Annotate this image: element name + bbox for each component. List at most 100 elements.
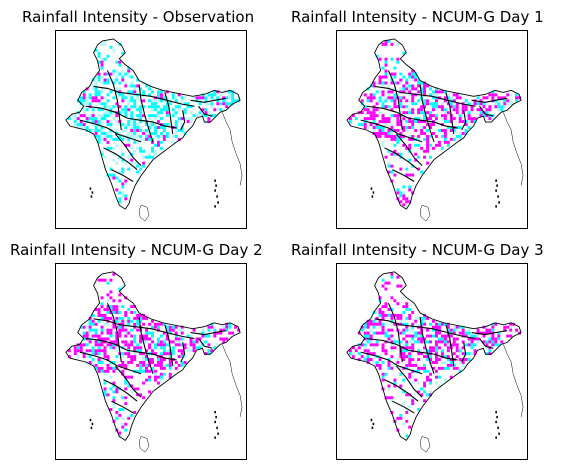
rainfall-cell [399, 200, 403, 204]
rainfall-cell [139, 334, 143, 338]
rainfall-cell [148, 126, 151, 130]
rainfall-cell [115, 137, 119, 141]
state-boundary [198, 338, 213, 349]
rainfall-cell [174, 340, 178, 344]
rainfall-cell [112, 111, 116, 115]
rainfall-cell [85, 87, 89, 91]
rainfall-cell [429, 111, 432, 115]
rainfall-cell [118, 287, 122, 291]
rainfall-cell [165, 334, 169, 338]
rainfall-cell [393, 384, 397, 388]
rainfall-cell [162, 337, 166, 341]
rainfall-cell [118, 363, 122, 367]
rainfall-cell [133, 129, 137, 132]
rainfall-cell [91, 123, 95, 127]
rainfall-cell [85, 334, 89, 338]
rainfall-cell [458, 325, 462, 329]
rainfall-cell [414, 158, 418, 162]
rainfall-cell [411, 346, 415, 350]
state-boundary [387, 70, 403, 131]
island [495, 436, 497, 439]
rainfall-cell [363, 322, 367, 326]
rainfall-cell [115, 69, 119, 73]
rainfall-cell [213, 90, 217, 94]
rainfall-cell [124, 343, 128, 347]
rainfall-cell [115, 346, 119, 350]
rainfall-cell [156, 90, 160, 94]
rainfall-cell [148, 390, 151, 394]
rainfall-cell [106, 299, 110, 303]
rainfall-cell [201, 331, 205, 335]
rainfall-cell [118, 305, 122, 309]
rainfall-cell [207, 325, 211, 329]
rainfall-cell [429, 117, 432, 121]
rainfall-cell [440, 337, 444, 341]
rainfall-cell [118, 408, 122, 411]
rainfall-cell [88, 120, 92, 124]
rainfall-cell [79, 126, 83, 130]
rainfall-cell [500, 340, 504, 344]
rainfall-cell [509, 325, 513, 329]
rainfall-cell [423, 155, 427, 159]
rainfall-cell [378, 131, 382, 135]
rainfall-cell [437, 143, 441, 147]
rainfall-cell [76, 349, 80, 353]
rainfall-cell [384, 328, 388, 332]
rainfall-cell [393, 322, 397, 326]
rainfall-cell [106, 140, 110, 144]
rainfall-cell [127, 384, 131, 388]
rainfall-cell [82, 108, 86, 112]
rainfall-cell [121, 284, 125, 288]
rainfall-cell [399, 316, 403, 320]
rainfall-cell [432, 361, 435, 364]
state-boundary [445, 324, 455, 366]
rainfall-cell [162, 358, 166, 362]
rainfall-cell [165, 90, 169, 94]
rainfall-cell [103, 387, 107, 391]
rainfall-cell [449, 358, 453, 362]
rainfall-cell [106, 363, 110, 367]
rainfall-cell [449, 343, 453, 347]
rainfall-cell [118, 90, 122, 94]
rainfall-cell [449, 102, 453, 106]
rainfall-cell [171, 111, 175, 115]
rainfall-cell [171, 93, 175, 97]
rainfall-cell [515, 93, 519, 97]
rainfall-cell [482, 102, 486, 106]
rainfall-cell [103, 137, 107, 141]
rainfall-cell [402, 111, 406, 115]
rainfall-cell [127, 363, 131, 367]
rainfall-cell [405, 87, 409, 91]
rainfall-cell [491, 340, 495, 344]
rainfall-cell [378, 313, 382, 317]
rainfall-cell [183, 96, 187, 100]
rainfall-cell [156, 105, 160, 109]
rainfall-cell [168, 328, 172, 332]
rainfall-cell [109, 72, 113, 76]
rainfall-cell [67, 349, 71, 353]
rainfall-cell [426, 358, 430, 362]
rainfall-cell [106, 369, 110, 373]
rainfall-cell [156, 111, 160, 115]
island [496, 415, 498, 419]
rainfall-cell [408, 358, 412, 362]
rainfall-cell [384, 69, 388, 73]
rainfall-cell [136, 369, 140, 373]
rainfall-cell [423, 369, 427, 373]
state-boundary [111, 169, 134, 182]
rainfall-cell [396, 358, 400, 362]
rainfall-cell [228, 331, 232, 335]
rainfall-cell [479, 331, 483, 335]
rainfall-cell [434, 105, 438, 109]
island [372, 191, 375, 194]
rainfall-cell [82, 337, 86, 341]
rainfall-cell [423, 363, 427, 367]
rainfall-cell [133, 311, 137, 314]
rainfall-cell [432, 102, 435, 106]
rainfall-cell [121, 78, 125, 82]
rainfall-cell [127, 343, 131, 347]
rainfall-cell [145, 331, 149, 335]
rainfall-cell [434, 358, 438, 362]
rainfall-cell [402, 358, 406, 362]
state-boundary [85, 105, 177, 129]
